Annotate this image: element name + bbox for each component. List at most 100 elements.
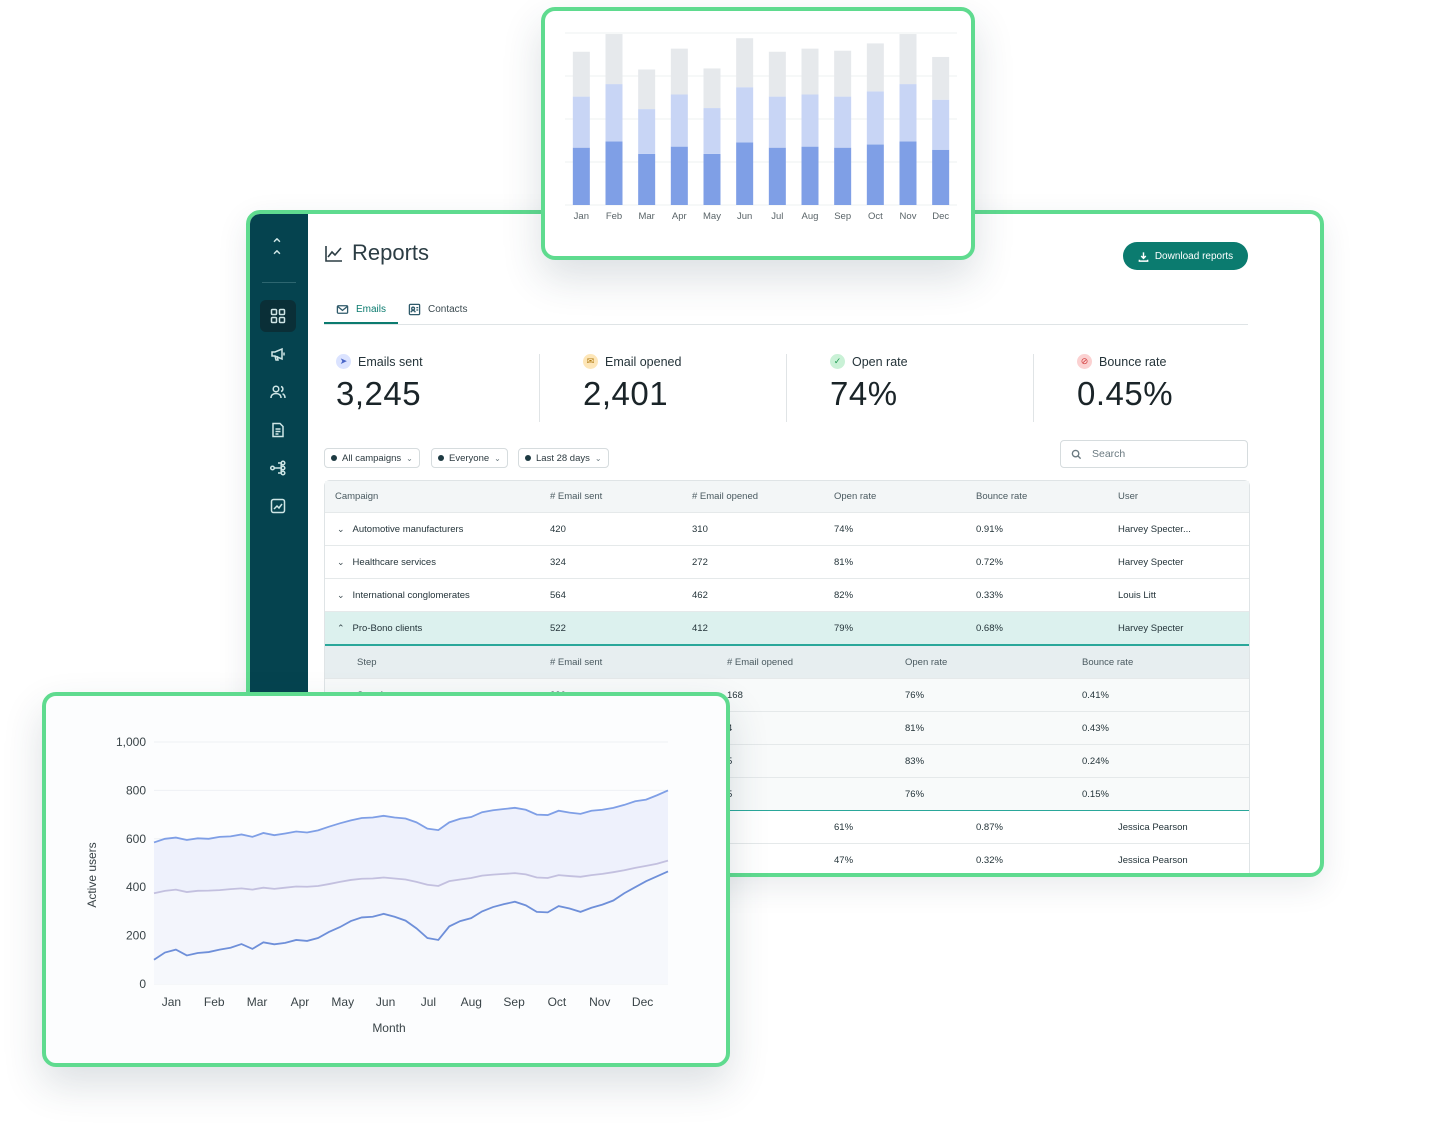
cell-sent: 564 — [550, 589, 566, 601]
stat-divider — [1033, 354, 1034, 422]
chevron-down-icon: ⌄ — [594, 453, 602, 463]
x-tick-label: Jul — [421, 995, 436, 1009]
y-tick-label: 1,000 — [116, 735, 146, 749]
cell-open-rate: 61% — [834, 821, 854, 833]
nav-reports[interactable] — [260, 490, 296, 522]
open-mail-icon: ✉ — [583, 354, 598, 369]
step-table-header: Step # Email sent # Email opened Open ra… — [325, 646, 1249, 679]
bar-segment — [703, 153, 721, 205]
stat-label: Email opened — [605, 354, 682, 369]
header-open-rate[interactable]: Open rate — [834, 491, 877, 502]
search-input[interactable]: Search — [1060, 440, 1248, 468]
y-tick-label: 400 — [126, 880, 146, 894]
cell-sent: 522 — [550, 622, 566, 634]
cell-opened: 462 — [692, 589, 708, 601]
header-campaign[interactable]: Campaign — [335, 491, 379, 502]
cell-user: Louis Litt — [1118, 589, 1157, 601]
tab-bar: Emails Contacts — [324, 296, 1248, 325]
bar-segment — [899, 141, 917, 205]
line-chart: 0 200 400 600 800 1,000 Jan Feb Mar Apr May Jun Jul A… — [85, 735, 669, 1035]
cell-open-rate: 81% — [834, 556, 854, 568]
bar-segment — [834, 50, 852, 97]
campaign-name: Automotive manufacturers — [352, 523, 464, 535]
stat-email-opened: ✉ Email opened 2,401 — [583, 354, 803, 424]
bar-segment — [703, 68, 721, 109]
x-tick-label: Oct — [548, 995, 567, 1009]
x-tick-label: May — [703, 211, 721, 222]
bar-segment — [768, 51, 786, 97]
nav-campaigns[interactable] — [260, 338, 296, 370]
check-icon: ✓ — [830, 354, 845, 369]
y-tick-label: 0 — [139, 977, 146, 991]
stat-label: Emails sent — [358, 354, 423, 369]
logo-icon: ⌃ ⌃ — [270, 237, 284, 266]
cell-open-rate: 74% — [834, 523, 854, 535]
bar-segment — [670, 146, 688, 205]
stat-divider — [539, 354, 540, 422]
x-tick-label: Jun — [737, 211, 752, 222]
tab-contacts[interactable]: Contacts — [408, 296, 467, 323]
download-reports-button[interactable]: Download reports — [1123, 242, 1248, 270]
chevron-down-icon[interactable]: ⌄ — [337, 556, 345, 567]
header-sent[interactable]: # Email sent — [550, 491, 603, 502]
chevron-down-icon[interactable]: ⌄ — [337, 589, 345, 600]
x-tick-label: Nov — [900, 211, 917, 222]
cell-opened: 168 — [727, 689, 743, 701]
nav-dashboard[interactable] — [260, 300, 296, 332]
chevron-down-icon[interactable]: ⌄ — [337, 523, 345, 534]
cell-user: Harvey Specter... — [1118, 523, 1191, 535]
header-bounce-rate[interactable]: Bounce rate — [976, 491, 1028, 502]
cell-open-rate: 82% — [834, 589, 854, 601]
monthly-bar-chart-card: Jan Feb Mar Apr May Jun Jul Aug Sep Oct Nov Dec — [541, 7, 975, 260]
table-row[interactable]: 47% 0.32% Jessica Pearson — [325, 844, 1249, 873]
x-tick-label: Aug — [461, 995, 482, 1009]
cell-open-rate: 76% — [905, 788, 925, 800]
stat-value: 3,245 — [336, 375, 422, 412]
cell-user: Jessica Pearson — [1118, 854, 1188, 866]
line-chart-icon — [325, 246, 342, 262]
bar-segment — [605, 84, 623, 142]
bar-segment — [768, 96, 786, 148]
table-row[interactable]: 61% 0.87% Jessica Pearson — [325, 811, 1249, 844]
filter-campaigns[interactable]: All campaigns ⌄ — [324, 448, 420, 468]
table-row[interactable]: ⌄ Automotive manufacturers 420 310 74% 0.… — [325, 513, 1249, 546]
nav-workflows[interactable] — [260, 452, 296, 484]
stat-divider — [786, 354, 787, 422]
contact-card-icon — [408, 303, 421, 316]
header-opened[interactable]: # Email opened — [692, 491, 759, 502]
series-area — [154, 871, 668, 984]
bar-segment — [638, 153, 656, 205]
cell-opened: 310 — [692, 523, 708, 535]
bar-segment — [801, 48, 819, 95]
y-tick-label: 600 — [126, 832, 146, 846]
cell-bounce-rate: 0.33% — [976, 589, 1003, 601]
subheader-bounce-rate: Bounce rate — [1082, 656, 1134, 668]
filter-dot-icon — [331, 455, 337, 461]
page-title: Reports — [352, 240, 430, 265]
nav-documents[interactable] — [260, 414, 296, 446]
report-chart-icon — [270, 498, 286, 514]
filter-date-range[interactable]: Last 28 days ⌄ — [518, 448, 609, 468]
bar-segment — [801, 146, 819, 205]
header-user[interactable]: User — [1118, 491, 1139, 502]
table-row[interactable]: ⌄ International conglomerates 564 462 82%… — [325, 579, 1249, 612]
nav-contacts[interactable] — [260, 376, 296, 408]
cell-open-rate: 81% — [905, 722, 925, 734]
bar-segment — [736, 38, 754, 88]
table-row-expanded[interactable]: ⌃ Pro-Bono clients 522 412 79% 0.68% Harv… — [325, 612, 1249, 646]
cell-open-rate: 83% — [905, 755, 925, 767]
tab-contacts-label: Contacts — [428, 304, 468, 315]
tab-emails[interactable]: Emails — [324, 296, 399, 324]
mail-icon — [336, 304, 349, 314]
filter-audience[interactable]: Everyone ⌄ — [431, 448, 508, 468]
x-tick-label: May — [331, 995, 354, 1009]
document-icon — [272, 422, 284, 438]
table-row[interactable]: ⌄ Healthcare services 324 272 81% 0.72% H… — [325, 546, 1249, 579]
bar-segment — [932, 99, 950, 150]
bar-segment — [932, 56, 950, 100]
bar-segment — [670, 94, 688, 147]
bar-segment — [572, 96, 590, 148]
bar-chart: Jan Feb Mar Apr May Jun Jul Aug Sep Oct Nov Dec — [565, 32, 957, 222]
x-tick-label: Aug — [802, 211, 819, 222]
chevron-up-icon[interactable]: ⌃ — [337, 622, 345, 633]
